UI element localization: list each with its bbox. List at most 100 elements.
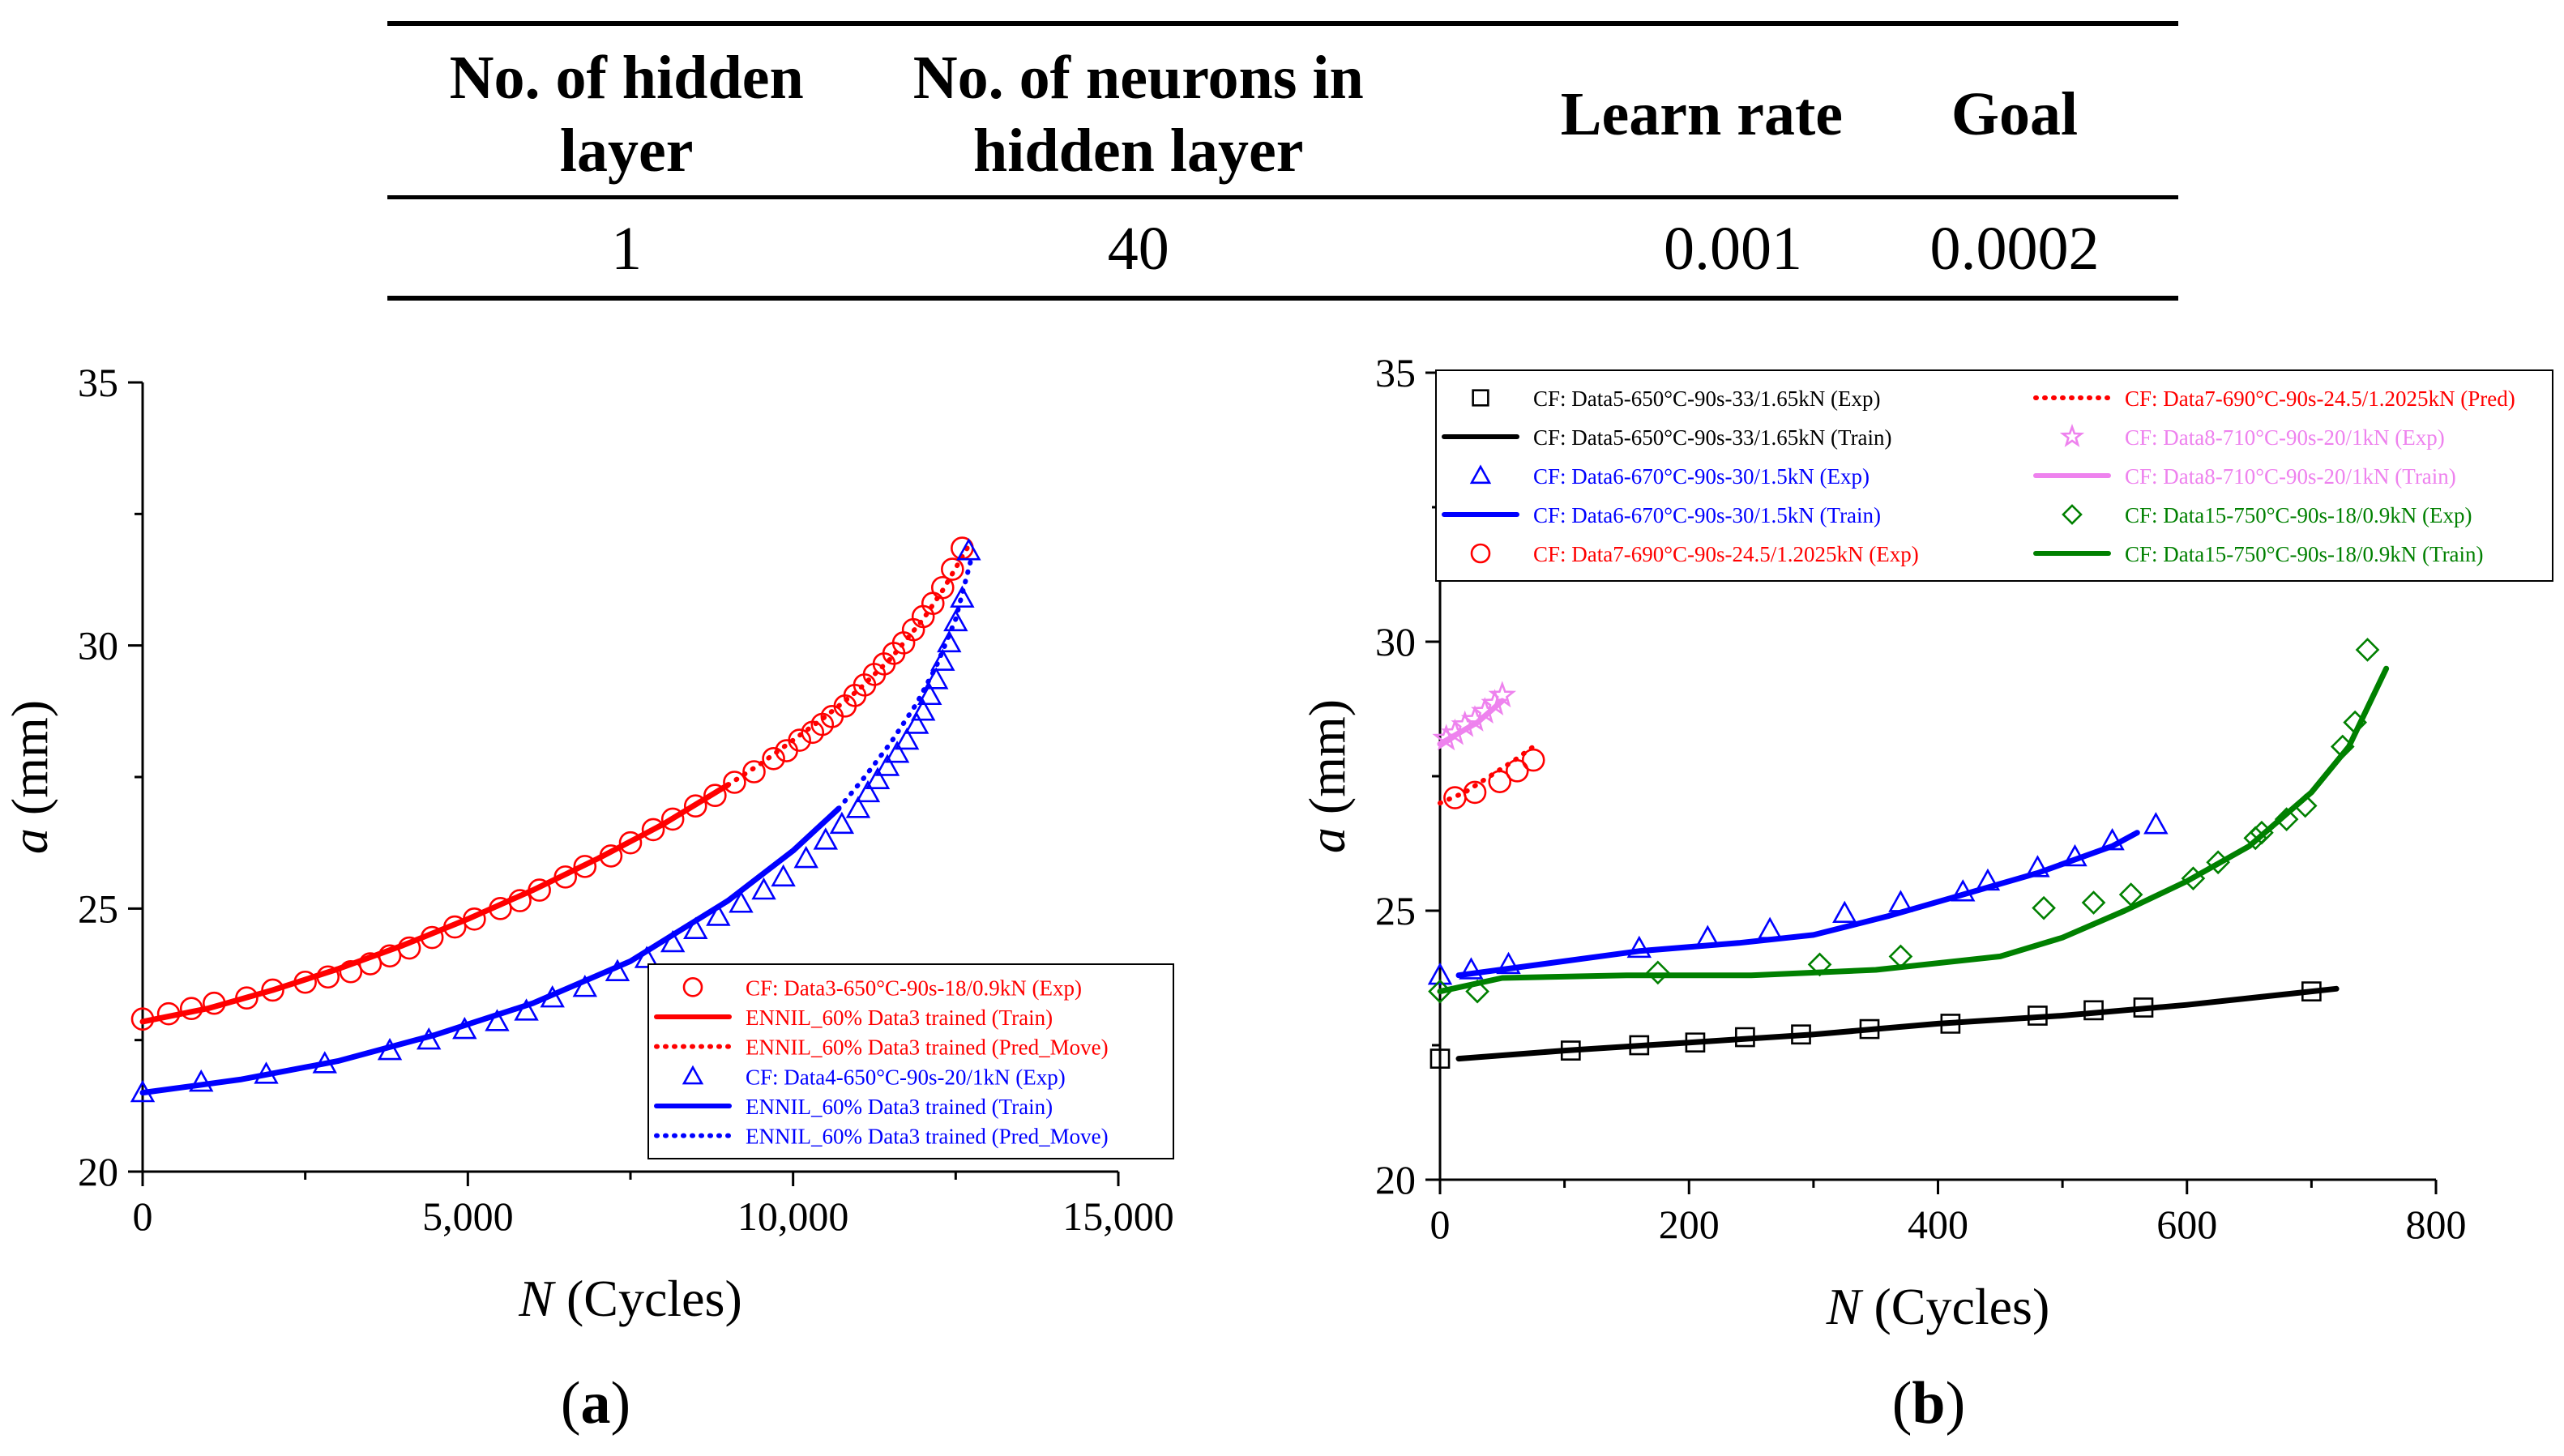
panel-a-legend-label: ENNIL_60% Data3 trained (Pred_Move) (746, 1125, 1109, 1149)
panel-a-y-tick-label: 20 (78, 1149, 118, 1194)
panel-a-series-0 (130, 536, 974, 1031)
panel-b-x-tick-label: 0 (1430, 1202, 1451, 1247)
panel-a-series-4 (139, 805, 842, 1096)
panel-b-legend-label: CF: Data6-670°C-90s-30/1.5kN (Exp) (1533, 464, 1870, 489)
panel-b-legend-label: CF: Data15-750°C-90s-18/0.9kN (Exp) (2125, 503, 2472, 527)
panel-b-panel-label-letter: b (1912, 1370, 1945, 1437)
panel-a-data-point (924, 667, 949, 690)
panel-a-data-point (917, 682, 942, 706)
panel-b-x-tick-label: 600 (2156, 1202, 2217, 1247)
panel-a-data-point (751, 877, 776, 900)
parameter-table: No. of hidden layer No. of neurons in hi… (387, 21, 2178, 301)
panel-b-legend-label: CF: Data8-710°C-90s-20/1kN (Train) (2125, 464, 2456, 489)
panel-b-data-point (2032, 895, 2056, 920)
panel-b-y-axis-label: a (mm) (1298, 699, 1356, 853)
panel-a-y-tick-label: 25 (78, 886, 118, 931)
panel-b-series-0 (1429, 981, 2322, 1069)
panel-a-legend-label: ENNIL_60% Data3 trained (Pred_Move) (746, 1035, 1109, 1060)
panel-a-series-2 (725, 543, 972, 788)
panel-a-series-line (139, 805, 842, 1096)
panel-a-series-1 (139, 782, 731, 1025)
panel-a-data-point (829, 811, 855, 835)
panel-a-data-point (706, 903, 731, 926)
panel-b-legend-label: CF: Data8-710°C-90s-20/1kN (Exp) (2125, 425, 2445, 450)
panel-a-legend-marker (682, 1065, 704, 1085)
panel-b-x-tick-label: 200 (1659, 1202, 1720, 1247)
panel-a-y-axis-var: a (1, 828, 58, 854)
panel-b-x-axis-label: N (Cycles) (1826, 1278, 2050, 1335)
panel-b-series-9 (1437, 665, 2390, 995)
panel-b-legend-label: CF: Data5-650°C-90s-33/1.65kN (Exp) (1533, 386, 1881, 411)
panel-b-data-point (2100, 828, 2125, 851)
panel-b-legend-label: CF: Data7-690°C-90s-24.5/1.2025kN (Pred) (2125, 386, 2515, 411)
panel-b-data-point (1626, 935, 1652, 959)
panel-a-series-3 (130, 538, 981, 1103)
panel-b-series-3 (1455, 830, 2140, 979)
panel-b-data-point (1429, 1048, 1451, 1069)
panel-b-series-4 (1443, 748, 1545, 809)
panel-b-panel-label-open: ( (1892, 1370, 1912, 1437)
panel-b-panel-label: (b) (1892, 1370, 1965, 1437)
panel-a-data-point (729, 890, 754, 913)
panel-a-data-point (855, 779, 881, 803)
panel-a-data-point (943, 608, 968, 632)
panel-b-legend-label: CF: Data5-650°C-90s-33/1.65kN (Train) (1533, 425, 1892, 450)
panel-a-x-tick-label: 5,000 (422, 1193, 514, 1239)
panel-a-legend-box (647, 963, 1174, 1159)
panel-b-y-tick-label: 25 (1375, 888, 1416, 933)
parameter-table-block: No. of hidden layer No. of neurons in hi… (387, 21, 2178, 301)
panel-a-data-point (683, 916, 708, 940)
panel-b-legend-marker (1469, 464, 1492, 485)
panel-a-legend-label: ENNIL_60% Data3 trained (Train) (746, 1095, 1053, 1119)
panel-b-legend-marker (1472, 389, 1489, 407)
panel-a-series-line (835, 553, 975, 811)
panel-b-data-point (1463, 780, 1487, 805)
panel-b-series-7 (1437, 698, 1506, 747)
panel-a-x-axis-label: N (Cycles) (518, 1270, 742, 1327)
panel-a-data-point (788, 728, 811, 752)
panel-b-series-2 (1427, 812, 2169, 985)
panel-a-data-point (930, 575, 955, 600)
panel-a-series-line (725, 543, 972, 788)
panel-a-legend-label: CF: Data4-650°C-90s-20/1kN (Exp) (746, 1065, 1066, 1089)
panel-a-data-point (485, 1009, 510, 1031)
panel-b-data-point (2355, 638, 2380, 662)
panel-a-data-point (845, 796, 871, 818)
panel-a-data-point (884, 741, 910, 763)
panel-a-data-point (660, 807, 685, 831)
panel-a-data-point (950, 585, 975, 608)
panel-b-data-point (2143, 812, 2169, 835)
panel-a-data-point (793, 845, 818, 869)
panel-b-y-tick-label: 30 (1375, 619, 1416, 664)
panel-a-data-point (874, 754, 900, 776)
panel-a-x-tick-label: 10,000 (737, 1193, 849, 1239)
panel-a-x-axis-unit: (Cycles) (553, 1270, 742, 1327)
panel-b-series-line (1438, 741, 1540, 806)
panel-b-legend-label: CF: Data6-670°C-90s-30/1.5kN (Train) (1533, 503, 1881, 527)
panel-b-data-point (1459, 957, 1484, 980)
panel-b-series-8 (1428, 638, 2380, 1004)
panel-a-y-tick-label: 30 (78, 623, 118, 668)
panel-a-data-point (514, 998, 539, 1021)
panel-b-series-5 (1438, 741, 1540, 806)
panel-b-data-point (1757, 916, 1783, 939)
panel-b-y-tick-label: 20 (1375, 1157, 1416, 1202)
panel-b-data-point (2025, 855, 2050, 877)
panel-a-y-tick-label: 35 (78, 360, 118, 405)
panel-a-legend-label: ENNIL_60% Data3 trained (Train) (746, 1006, 1053, 1030)
panel-b-data-point (1832, 900, 1857, 924)
panel-b-data-point (1646, 960, 1670, 985)
panel-b-legend-box (1435, 369, 2553, 582)
panel-b-series-line (1437, 665, 2390, 995)
panel-a-data-point (189, 1069, 214, 1092)
panel-a-legend: CF: Data3-650°C-90s-18/0.9kN (Exp) ENNIL_… (647, 963, 1174, 1159)
panel-a-data-point (904, 711, 929, 734)
panel-a-data-point (573, 855, 597, 878)
cell-hidden-layers: 1 (611, 215, 643, 284)
panel-a-x-axis-var: N (518, 1270, 556, 1327)
header-learn-rate: Learn rate (1560, 79, 1843, 148)
panel-b-panel-label-close: ) (1946, 1370, 1966, 1437)
header-hidden-layers: No. of hidden layer (449, 44, 804, 185)
panel-b-series-1 (1455, 985, 2340, 1062)
